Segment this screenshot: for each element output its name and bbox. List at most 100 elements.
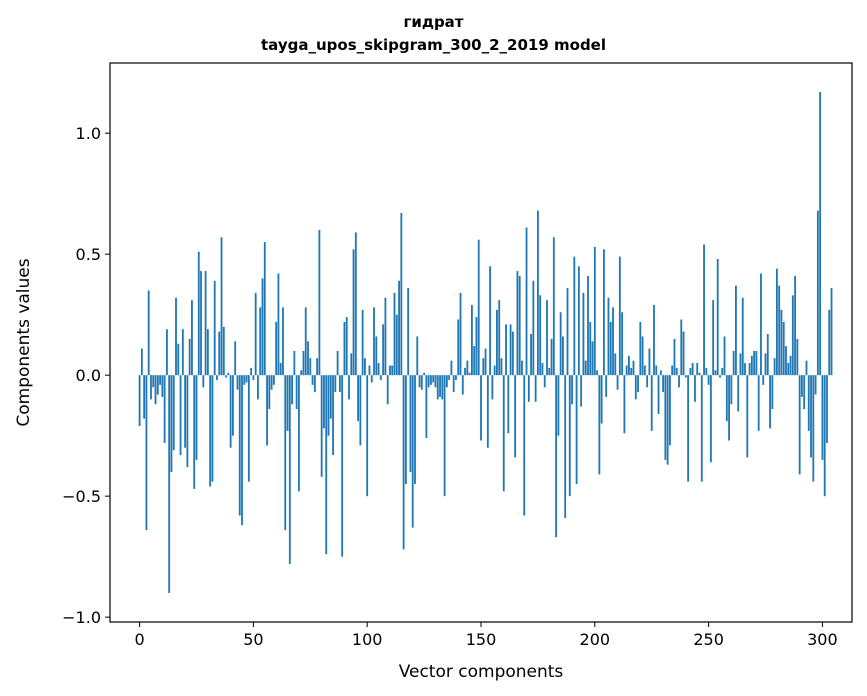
- bar: [735, 285, 737, 376]
- bar: [796, 338, 799, 376]
- bar: [336, 350, 339, 376]
- bar: [541, 363, 544, 376]
- bar: [532, 280, 535, 376]
- bar: [769, 375, 771, 429]
- y-axis-label: Components values: [14, 258, 34, 426]
- bar: [170, 375, 173, 472]
- bar: [464, 367, 466, 376]
- bar: [291, 375, 293, 405]
- bar: [516, 271, 519, 376]
- bar: [320, 375, 323, 477]
- bar: [559, 312, 562, 376]
- bar: [398, 280, 400, 376]
- bar: [502, 375, 505, 492]
- bar: [302, 350, 305, 376]
- bars-group: [138, 92, 833, 593]
- bar: [664, 375, 667, 460]
- bar: [468, 372, 471, 376]
- bar: [587, 275, 589, 376]
- bar: [657, 375, 660, 414]
- bar: [307, 341, 309, 376]
- bar: [241, 375, 243, 526]
- chart-subtitle: tayga_upos_skipgram_300_2_2019 model: [261, 36, 606, 54]
- bar: [707, 375, 710, 385]
- bar: [354, 232, 357, 376]
- bar: [536, 210, 539, 376]
- bar: [646, 375, 649, 388]
- bar: [225, 375, 227, 378]
- bar: [279, 363, 282, 376]
- bar: [259, 307, 262, 376]
- bar: [389, 365, 391, 376]
- bar: [407, 288, 410, 376]
- bar: [550, 338, 553, 376]
- bar: [696, 363, 699, 376]
- bar: [327, 375, 330, 436]
- bar: [300, 370, 303, 376]
- bar: [247, 375, 250, 482]
- bar: [486, 375, 489, 448]
- bar: [202, 375, 205, 388]
- bar: [450, 360, 453, 376]
- bar: [614, 353, 617, 376]
- bar: [641, 336, 644, 376]
- bar: [539, 295, 542, 376]
- bar: [416, 336, 419, 376]
- bar: [805, 360, 808, 376]
- bar: [234, 341, 237, 376]
- bar: [466, 360, 469, 376]
- bar: [666, 375, 669, 465]
- bar: [527, 375, 530, 402]
- bar: [705, 367, 708, 376]
- y-tick-label: 1.0: [76, 124, 101, 143]
- bar: [332, 375, 334, 456]
- bar: [206, 329, 209, 376]
- bar: [213, 280, 216, 376]
- bar: [197, 251, 200, 376]
- x-tick-label: 300: [807, 630, 838, 649]
- bar: [216, 375, 218, 381]
- bar: [753, 350, 756, 376]
- bar: [222, 326, 225, 376]
- bar: [518, 275, 521, 376]
- bar: [814, 375, 817, 395]
- bar: [423, 372, 426, 376]
- bar: [204, 271, 207, 376]
- bar: [366, 375, 369, 497]
- bar: [771, 375, 774, 410]
- bar: [420, 375, 423, 390]
- bar: [179, 375, 182, 456]
- bar: [343, 321, 346, 376]
- bar: [484, 348, 487, 376]
- bar: [323, 375, 325, 429]
- bar: [140, 348, 143, 376]
- bar: [282, 307, 284, 376]
- bar: [352, 249, 355, 376]
- bar: [257, 375, 259, 400]
- bar: [441, 375, 444, 400]
- bar: [684, 375, 687, 378]
- bar: [801, 375, 803, 397]
- bar: [181, 329, 184, 376]
- bar: [154, 375, 157, 405]
- bar: [268, 375, 271, 410]
- bar: [739, 353, 742, 376]
- bar: [345, 317, 348, 376]
- bar: [159, 375, 161, 385]
- bar: [816, 210, 819, 376]
- x-tick-label: 50: [243, 630, 263, 649]
- bar: [238, 375, 241, 516]
- bar: [184, 375, 187, 448]
- bar: [584, 360, 587, 376]
- bar: [612, 307, 614, 376]
- bar: [298, 375, 300, 492]
- bar: [145, 375, 148, 531]
- bar: [232, 375, 234, 436]
- bar: [243, 375, 246, 385]
- bar: [493, 365, 496, 376]
- bar: [712, 300, 715, 376]
- bar: [748, 363, 751, 376]
- bar: [288, 375, 291, 564]
- x-tick-label: 150: [466, 630, 497, 649]
- bar: [163, 375, 166, 443]
